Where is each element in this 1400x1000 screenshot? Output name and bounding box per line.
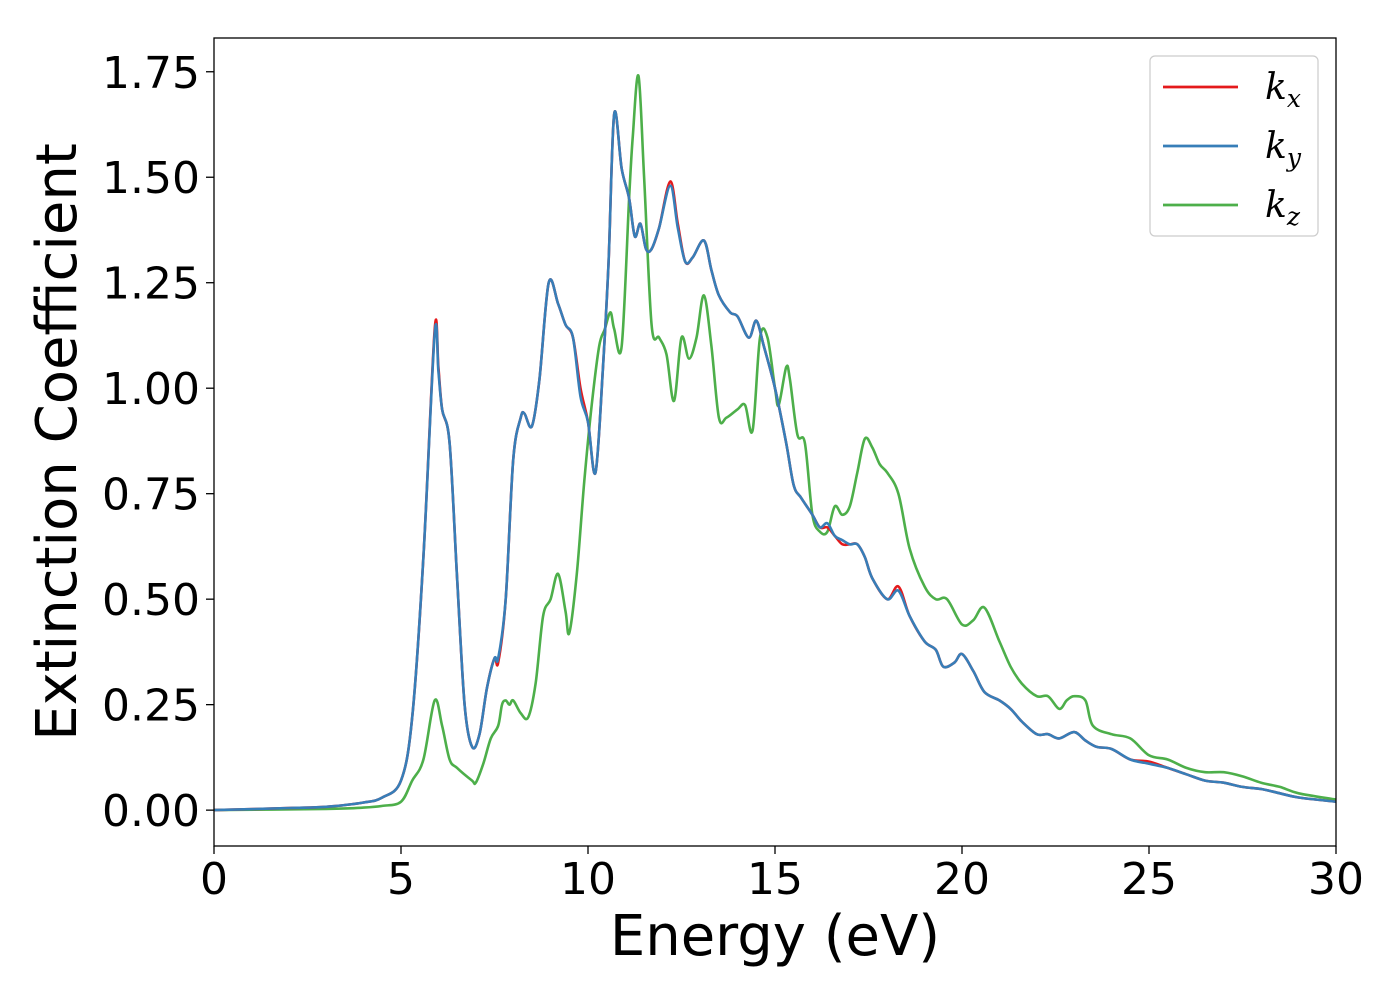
x-tick-label: 20 xyxy=(934,854,990,905)
legend-label-z: kz xyxy=(1265,185,1301,231)
x-tick-label: 30 xyxy=(1308,854,1364,905)
x-tick-label: 15 xyxy=(747,854,803,905)
x-axis-title: Energy (eV) xyxy=(610,904,940,969)
y-tick-label: 1.50 xyxy=(102,153,200,204)
y-tick-label: 0.75 xyxy=(102,470,200,521)
y-axis-title: Extinction Coefficient xyxy=(25,143,90,741)
y-tick-label: 1.00 xyxy=(102,364,200,415)
series-line-z xyxy=(214,74,1336,812)
legend-label-y: ky xyxy=(1265,126,1302,172)
y-tick-label: 0.50 xyxy=(102,575,200,626)
tick-layer: 0 5 10 15 20 25 30 0.00 0.25 0.50 0.75 1.00 1.25 1.50… xyxy=(102,48,1364,905)
y-tick-label: 0.00 xyxy=(102,786,200,837)
x-tick-label: 5 xyxy=(387,854,415,905)
series-line-y xyxy=(214,110,1336,812)
y-tick-label: 1.75 xyxy=(102,48,200,99)
y-tick-label: 0.25 xyxy=(102,681,200,732)
x-tick-label: 10 xyxy=(560,854,616,905)
legend-label-x: kx xyxy=(1265,67,1301,113)
y-tick-label: 1.25 xyxy=(102,259,200,310)
x-tick-label: 0 xyxy=(200,854,228,905)
legend: kx ky kz xyxy=(1149,55,1319,237)
x-tick-label: 25 xyxy=(1121,854,1177,905)
series-layer xyxy=(214,74,1336,812)
